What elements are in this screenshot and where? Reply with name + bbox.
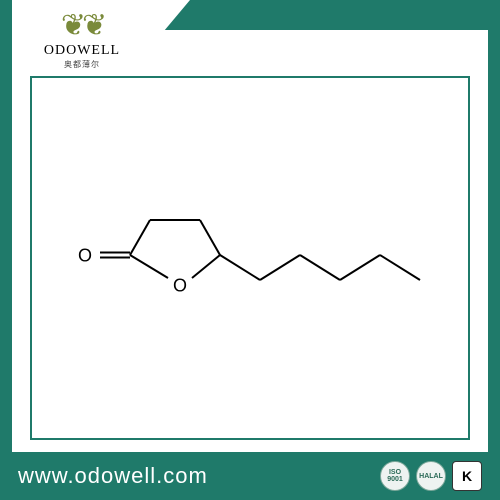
- website-url: www.odowell.com: [18, 463, 208, 489]
- bond-line: [192, 255, 220, 278]
- bond-line: [130, 220, 150, 255]
- bond-line: [130, 255, 168, 278]
- logo-brand-subtext: 奥都薄尔: [64, 59, 100, 70]
- bond-line: [300, 255, 340, 280]
- left-border: [0, 0, 12, 500]
- bond-line: [220, 255, 260, 280]
- bottom-bar: www.odowell.com ISO 9001HALALK: [0, 452, 500, 500]
- logo-leaf-icon: ❦❦: [61, 11, 103, 41]
- bond-line: [200, 220, 220, 255]
- halal-badge: HALAL: [416, 461, 446, 491]
- brand-logo: ❦❦ ODOWELL 奥都薄尔: [12, 0, 152, 80]
- atom-label-O_ring: O: [173, 275, 187, 295]
- bond-line: [380, 255, 420, 280]
- bond-line: [340, 255, 380, 280]
- kosher-badge: K: [452, 461, 482, 491]
- bond-line: [260, 255, 300, 280]
- atom-label-O_carbonyl: O: [78, 245, 92, 265]
- product-card-frame: ❦❦ ODOWELL 奥都薄尔 OO www.odowell.com ISO 9…: [0, 0, 500, 500]
- right-border: [488, 0, 500, 500]
- logo-brand-text: ODOWELL: [44, 43, 120, 59]
- chemical-structure-diagram: OO: [70, 200, 430, 320]
- iso-badge: ISO 9001: [380, 461, 410, 491]
- cert-badges: ISO 9001HALALK: [380, 461, 482, 491]
